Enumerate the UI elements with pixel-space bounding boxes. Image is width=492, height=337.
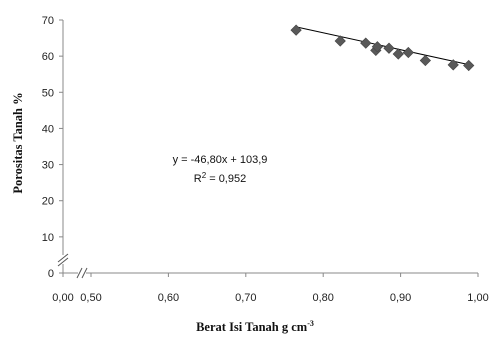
data-point	[334, 35, 346, 47]
data-points	[290, 24, 475, 72]
x-tick-label: 0,70	[235, 292, 256, 304]
y-tick-label: 10	[42, 232, 54, 244]
y-axis-break-mark	[57, 253, 69, 263]
x-tick-label: 0,50	[80, 292, 101, 304]
data-point	[392, 48, 404, 60]
data-point	[371, 41, 384, 53]
y-tick-label: 40	[42, 123, 54, 135]
y-tick-label: 0	[48, 268, 54, 280]
data-point	[360, 37, 372, 49]
x-tick-label: 0,80	[312, 292, 333, 304]
data-point	[447, 59, 459, 71]
tick-labels: 0 10 20 30 40 50 60 70 0,00 0,50 0,60 0,70 0,80 0,90 1…	[42, 15, 489, 304]
y-tick-label: 60	[42, 51, 54, 63]
x-tick-label: 0,00	[52, 292, 73, 304]
data-point	[463, 59, 475, 72]
y-axis-break-mark	[57, 257, 69, 267]
data-point	[290, 24, 302, 36]
x-tick-label: 0,60	[158, 292, 179, 304]
y-axis-title: Porositas Tanah %	[11, 92, 25, 193]
trendline-group	[296, 26, 469, 66]
data-point	[383, 42, 395, 54]
r-squared-label: R2 = 0,952	[194, 171, 246, 185]
y-tick-label: 50	[42, 87, 54, 99]
y-tick-label: 20	[42, 196, 54, 208]
y-tick-label: 70	[42, 15, 54, 27]
x-axis-break-mark	[76, 267, 83, 279]
x-tick-label: 1,00	[467, 292, 488, 304]
x-axis-title: Berat Isi Tanah g cm-3	[196, 319, 314, 334]
y-tick-label: 30	[42, 160, 54, 172]
axes	[57, 19, 479, 279]
trendline	[296, 26, 469, 66]
x-axis-break-mark	[81, 267, 88, 279]
data-point	[402, 46, 414, 59]
data-point	[419, 54, 431, 67]
trendline-equation: y = -46,80x + 103,9	[173, 154, 268, 166]
x-tick-label: 0,90	[390, 292, 411, 304]
